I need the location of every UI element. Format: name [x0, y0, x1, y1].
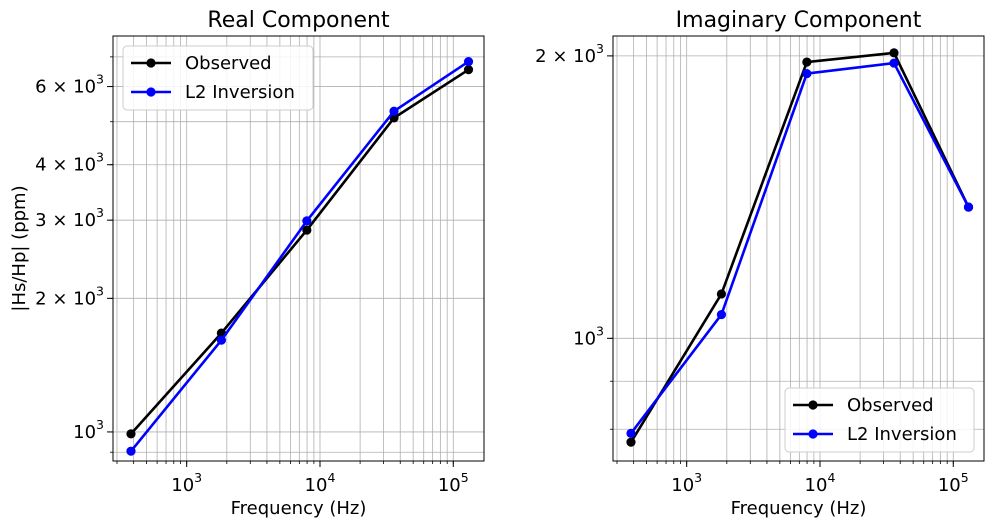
x-tick-label: 103 [671, 470, 702, 496]
x-tick-label: 104 [305, 470, 336, 496]
legend-marker [808, 400, 818, 410]
legend-label: L2 Inversion [185, 82, 295, 103]
data-point [302, 216, 312, 226]
axes-frame [112, 35, 485, 462]
data-point [463, 56, 474, 67]
legend-item: Observed [131, 53, 272, 74]
legend-marker [146, 58, 156, 68]
series-l2-inversion [626, 58, 974, 438]
series-line [130, 68, 470, 435]
legend-label: Observed [185, 53, 272, 74]
x-tick-label: 105 [938, 470, 969, 496]
data-point [216, 335, 227, 345]
grid [613, 36, 984, 461]
legend-label: Observed [847, 395, 934, 416]
data-point [889, 48, 899, 58]
data-point [126, 446, 136, 456]
axes-frame [612, 35, 985, 462]
chart-panel-1: 103 104 105 103 2 × 103 3 × 103 4 × 103 6 × 103… [9, 8, 485, 519]
chart-title: Real Component [207, 8, 390, 33]
y-tick-label: 3 × 103 [35, 205, 104, 231]
data-point [126, 429, 136, 439]
y-tick-label: 6 × 103 [35, 72, 104, 98]
data-point [626, 437, 636, 447]
data-point [626, 428, 636, 438]
y-tick-label: 103 [573, 323, 604, 349]
data-point [889, 58, 899, 68]
series-l2-inversion [126, 56, 474, 456]
data-point [302, 225, 312, 235]
series-line [129, 60, 470, 452]
legend-item: L2 Inversion [131, 82, 295, 103]
y-tick-label: 2 × 103 [535, 41, 604, 67]
y-tick-label: 103 [73, 417, 104, 443]
y-tick-label: 2 × 103 [35, 283, 104, 309]
data-point [963, 202, 974, 212]
series-observed [626, 48, 974, 447]
x-tick-label: 103 [171, 470, 202, 496]
series-line [629, 61, 970, 435]
x-tick-label: 105 [438, 470, 469, 496]
y-axis-label: |Hs/Hp| (ppm) [9, 185, 30, 311]
legend: Observed L2 Inversion [122, 45, 314, 111]
legend: Observed L2 Inversion [784, 387, 975, 453]
legend-item: Observed [793, 395, 934, 416]
data-point [802, 57, 812, 67]
x-axis-label: Frequency (Hz) [731, 498, 867, 519]
y-tick-label: 4 × 103 [35, 150, 104, 176]
x-axis-label: Frequency (Hz) [231, 498, 367, 519]
legend-label: L2 Inversion [847, 424, 957, 445]
x-tick-label: 104 [805, 470, 836, 496]
series-observed [126, 65, 474, 439]
data-point [389, 106, 399, 116]
data-point [716, 309, 727, 320]
legend-marker [146, 87, 156, 97]
data-point [463, 65, 474, 75]
chart-panel-2: 103 104 105 103 2 × 103 Imaginary Component Fr… [535, 8, 985, 519]
data-point [716, 289, 727, 299]
chart-title: Imaginary Component [676, 8, 922, 33]
legend-item: L2 Inversion [793, 424, 957, 445]
data-point [802, 68, 812, 79]
legend-marker [808, 429, 818, 439]
